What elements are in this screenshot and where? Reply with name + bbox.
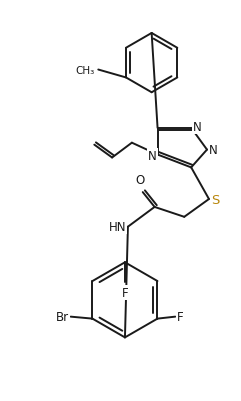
Text: F: F	[177, 310, 184, 323]
Text: N: N	[209, 144, 218, 157]
Text: HN: HN	[108, 221, 126, 234]
Text: CH₃: CH₃	[75, 65, 94, 75]
Text: N: N	[193, 121, 202, 134]
Text: F: F	[122, 286, 128, 299]
Text: O: O	[135, 174, 144, 187]
Text: S: S	[211, 193, 219, 206]
Text: Br: Br	[56, 310, 69, 323]
Text: N: N	[148, 150, 157, 163]
